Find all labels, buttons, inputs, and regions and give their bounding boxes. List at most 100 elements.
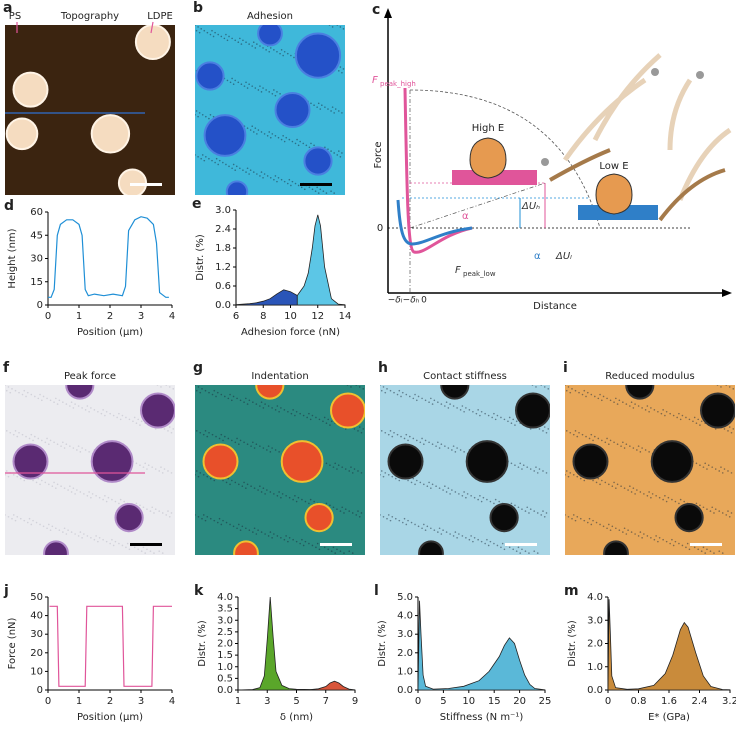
- speckle: [18, 391, 20, 394]
- speckle: [262, 47, 264, 49]
- probe: [651, 68, 659, 76]
- domain: [387, 443, 424, 480]
- speckle: [529, 468, 532, 470]
- speckle: [167, 470, 169, 472]
- speckle: [579, 477, 582, 480]
- speckle: [615, 527, 617, 530]
- speckle: [444, 405, 446, 407]
- speckle: [593, 435, 596, 438]
- speckle: [225, 163, 227, 166]
- speckle: [109, 542, 111, 545]
- speckle: [344, 428, 347, 430]
- domain: [140, 392, 175, 429]
- speckle: [493, 502, 495, 505]
- speckle: [396, 393, 399, 396]
- speckle: [333, 192, 335, 194]
- speckle: [452, 535, 455, 537]
- speckle: [606, 527, 608, 530]
- y-axis-label: Height (nm): [7, 228, 18, 288]
- speckle: [60, 485, 62, 488]
- domain: [650, 440, 694, 483]
- speckle: [716, 385, 719, 386]
- x-tick-label: 12: [311, 311, 324, 322]
- speckle: [348, 550, 351, 552]
- speckle: [629, 405, 631, 407]
- speckle: [514, 464, 516, 467]
- speckle: [339, 26, 342, 28]
- speckle: [730, 472, 733, 474]
- speckle: [437, 531, 439, 533]
- speckle: [170, 431, 173, 434]
- speckle: [711, 466, 714, 468]
- speckle: [341, 466, 344, 468]
- speckle: [33, 395, 36, 398]
- speckle: [213, 389, 216, 392]
- speckle: [693, 416, 696, 419]
- speckle: [201, 154, 204, 156]
- speckle: [637, 445, 640, 447]
- speckle: [508, 546, 511, 549]
- speckle: [454, 531, 457, 533]
- speckle: [632, 407, 635, 409]
- speckle: [86, 405, 89, 407]
- speckle: [245, 41, 247, 43]
- speckle: [440, 533, 443, 535]
- speckle: [250, 445, 252, 447]
- speckle: [391, 475, 394, 478]
- speckle: [515, 420, 518, 423]
- speckle: [662, 409, 664, 411]
- speckle: [330, 190, 332, 192]
- chart: e 6 8 10 12 14 0.0 0.6 1.2 1.8 2.4 3.0 Adhesion forc…: [192, 196, 351, 338]
- speckle: [41, 439, 43, 442]
- speckle: [118, 502, 120, 505]
- speckle: [197, 155, 199, 158]
- speckle: [637, 535, 640, 537]
- image-panel: h Contact stiffness: [378, 360, 550, 555]
- y-tick-label: 30: [30, 629, 43, 640]
- speckle: [489, 540, 492, 543]
- speckle: [524, 550, 527, 552]
- speckle: [253, 527, 256, 530]
- speckle: [667, 496, 670, 499]
- speckle: [56, 403, 59, 405]
- x-tick-label: 1.6: [661, 696, 677, 707]
- speckle: [70, 401, 73, 403]
- speckle: [387, 473, 390, 476]
- speckle: [382, 515, 385, 518]
- speckle: [414, 523, 416, 526]
- speckle: [305, 144, 308, 147]
- speckle: [431, 403, 434, 405]
- x-tick-label: 4: [169, 696, 175, 707]
- speckle: [581, 433, 584, 436]
- y-tick-label: 0.0: [215, 300, 231, 311]
- speckle: [398, 479, 401, 482]
- speckle: [380, 385, 381, 386]
- speckle: [357, 430, 359, 432]
- domain: [603, 540, 629, 555]
- speckle: [246, 403, 249, 405]
- speckle: [732, 388, 735, 390]
- speckle: [454, 491, 457, 493]
- panel-label: m: [564, 583, 579, 599]
- speckle: [325, 462, 328, 465]
- speckle: [67, 529, 69, 531]
- speckle: [53, 481, 55, 484]
- speckle: [72, 407, 75, 409]
- domain: [489, 502, 519, 533]
- speckle: [209, 33, 212, 36]
- speckle: [403, 517, 406, 520]
- speckle: [128, 418, 131, 421]
- speckle: [475, 412, 478, 415]
- speckle: [665, 410, 668, 413]
- speckle: [280, 49, 283, 51]
- speckle: [268, 91, 271, 93]
- speckle: [283, 140, 286, 143]
- speckle: [602, 525, 605, 528]
- f-low: F: [455, 265, 461, 276]
- speckle: [632, 487, 635, 489]
- speckle: [611, 525, 614, 528]
- speckle: [643, 493, 645, 495]
- speckle: [572, 514, 575, 516]
- speckle: [236, 397, 238, 400]
- speckle: [489, 500, 492, 503]
